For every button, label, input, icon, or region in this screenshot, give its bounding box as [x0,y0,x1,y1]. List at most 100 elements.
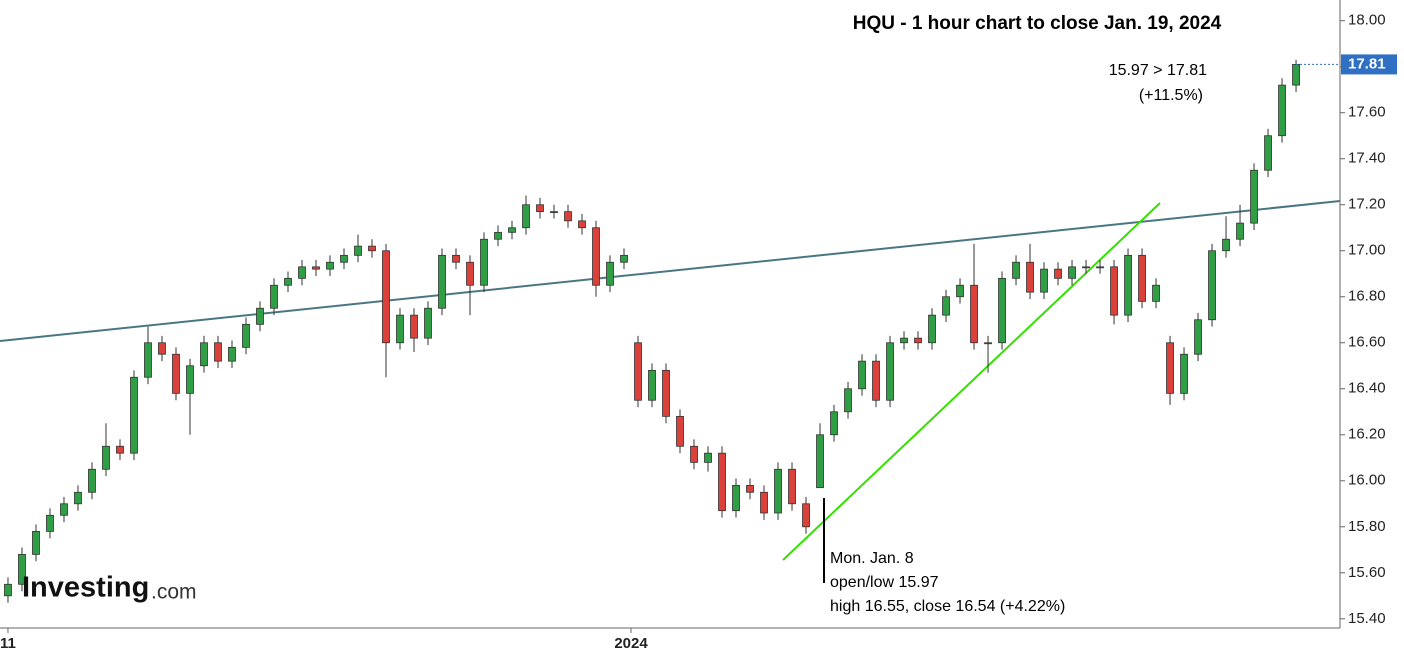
candle-body [1208,250,1216,321]
candle-body [74,491,82,505]
candle-body [186,365,194,394]
candle-body [200,342,208,367]
candle-body [284,277,292,286]
candle-body [648,369,656,401]
candle-body [536,204,544,213]
annotation: high 16.55, close 16.54 (+4.22%) [830,598,1065,615]
candle-body [410,314,418,339]
candle-body [900,337,908,344]
y-tick-label: 16.60 [1348,334,1386,351]
candle-body [1236,222,1244,240]
last-price-label: 17.81 [1348,55,1386,72]
candle-body [1166,342,1174,394]
y-tick-label: 17.00 [1348,242,1386,259]
candle-body [242,323,250,348]
candle-body [60,503,68,516]
candle-body [1082,266,1090,269]
candle-body [1152,284,1160,302]
candle-body [312,266,320,270]
candle-body [704,452,712,463]
candle-body [340,254,348,263]
annotation: (+11.5%) [1139,87,1203,104]
candle-body [886,342,894,401]
candle-body [354,245,362,256]
candle-body [480,238,488,286]
candle-body [690,445,698,463]
logo-name: Investing [22,572,149,604]
candle-body [830,411,838,436]
candle-body [298,266,306,279]
candle-body [452,254,460,263]
candle-body [144,342,152,378]
candle-body [326,261,334,270]
candle-body [256,307,264,325]
candle-body [774,468,782,514]
candle-body [760,491,768,514]
candle-body [732,484,740,512]
candle-body [942,296,950,316]
candle-body [494,231,502,240]
candle-body [1026,261,1034,293]
candle-body [1110,266,1118,316]
y-tick-label: 17.40 [1348,150,1386,167]
candle-body [676,415,684,447]
candle-body [116,445,124,454]
candle-body [592,227,600,286]
candle-body [18,553,26,585]
candle-body [956,284,964,298]
candle-body [1096,266,1104,269]
candle-body [816,434,824,489]
candle-body [788,468,796,505]
candle-body [172,353,180,394]
candle-body [578,220,586,229]
candle-body [998,277,1006,344]
candle-body [620,254,628,263]
candle-body [718,452,726,512]
logo-suffix: .com [151,581,197,604]
candle-body [466,261,474,286]
candle-body [4,583,12,597]
candle-body [1054,268,1062,279]
x-tick-label: 11 [0,635,16,652]
y-tick-label: 15.80 [1348,518,1386,535]
candle-body [746,484,754,493]
candle-body [228,346,236,362]
candle-body [1180,353,1188,394]
chart-title: HQU - 1 hour chart to close Jan. 19, 202… [853,13,1222,34]
candle-body [1012,261,1020,279]
y-tick-label: 17.60 [1348,104,1386,121]
y-tick-label: 15.60 [1348,564,1386,581]
candle-body [158,342,166,355]
resistance-line [0,200,1341,342]
candle-body [1124,254,1132,316]
candle-body [130,376,138,454]
candle-body [550,211,558,214]
candle-body [382,250,390,344]
candle-body [1222,238,1230,252]
y-tick-label: 16.80 [1348,288,1386,305]
candle-body [368,245,376,252]
candle-body [270,284,278,309]
candle-body [214,342,222,362]
candle-body [858,360,866,390]
candle-body [424,307,432,339]
candle-body [984,342,992,345]
candle-body [872,360,880,401]
candle-body [844,388,852,413]
last-price-box [1341,54,1397,75]
candle-body [32,530,40,555]
candle-body [396,314,404,344]
candle-body [606,261,614,286]
candle-body [1040,268,1048,293]
candle-body [508,227,516,233]
candle-body [522,204,530,229]
candle-body [1278,84,1286,137]
candles [4,59,1300,603]
y-tick-label: 15.40 [1348,610,1386,627]
candle-body [928,314,936,344]
candle-body [564,211,572,222]
candle-body [88,468,96,493]
annotation: open/low 15.97 [830,574,939,591]
